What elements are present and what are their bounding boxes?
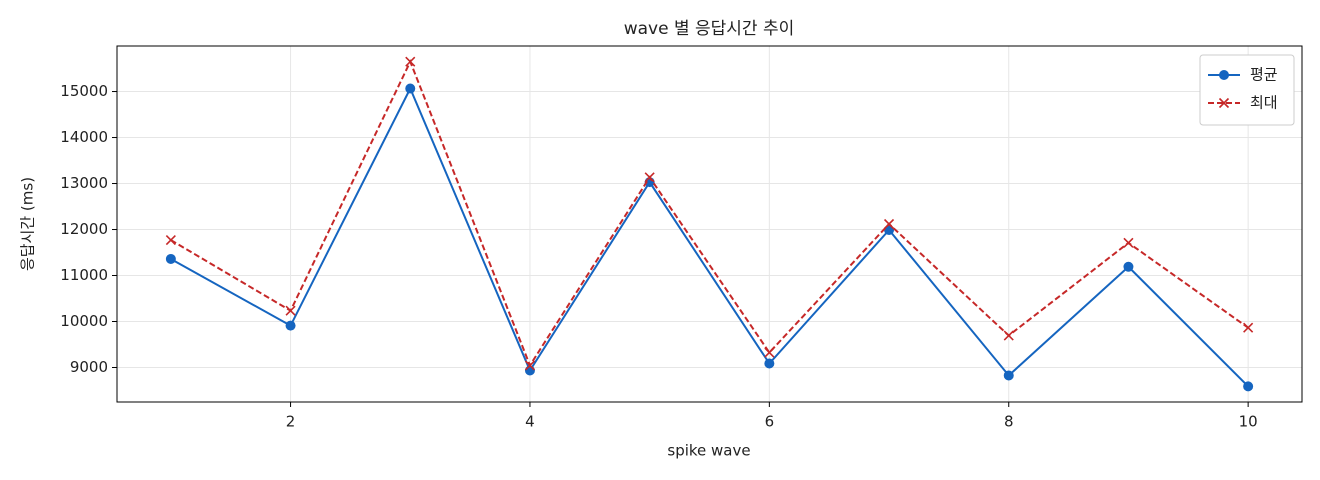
marker <box>1003 330 1014 341</box>
x-tick-label: 4 <box>525 413 535 431</box>
series-line <box>170 59 1249 368</box>
y-tick-label: 10000 <box>60 312 108 330</box>
series-line <box>170 86 1249 388</box>
legend-box <box>1199 54 1295 126</box>
y-axis-label: 응답시간 (ms) <box>19 177 37 271</box>
x-tick-label: 10 <box>1239 413 1258 431</box>
y-tick-label: 13000 <box>60 174 108 192</box>
y-tick-label: 9000 <box>70 358 108 376</box>
plot-frame <box>116 45 1303 403</box>
legend-marker <box>1218 97 1230 109</box>
marker <box>1003 370 1014 381</box>
marker <box>883 218 895 230</box>
marker <box>524 360 536 371</box>
legend-marker <box>1219 70 1229 80</box>
x-tick-label: 8 <box>1004 413 1014 431</box>
marker <box>644 172 655 183</box>
marker <box>165 235 176 246</box>
marker <box>764 358 775 369</box>
legend-label: 최대 <box>1250 94 1278 112</box>
y-tick-label: 14000 <box>60 128 108 146</box>
marker <box>405 83 416 94</box>
marker <box>285 320 296 331</box>
y-tick-label: 12000 <box>60 220 108 238</box>
marker <box>1123 261 1134 272</box>
y-tick-label: 11000 <box>60 266 108 284</box>
x-tick-label: 6 <box>765 413 775 431</box>
marker <box>764 347 775 358</box>
y-tick-label: 15000 <box>60 82 108 100</box>
marker <box>285 305 296 316</box>
x-axis-label: spike wave <box>667 442 750 460</box>
marker <box>1123 237 1134 248</box>
x-tick-label: 2 <box>286 413 296 431</box>
marker <box>405 56 416 67</box>
chart-title: wave 별 응답시간 추이 <box>624 19 795 39</box>
marker <box>165 253 176 264</box>
marker <box>1243 322 1254 333</box>
marker <box>1243 381 1254 392</box>
legend-label: 평균 <box>1250 66 1278 84</box>
